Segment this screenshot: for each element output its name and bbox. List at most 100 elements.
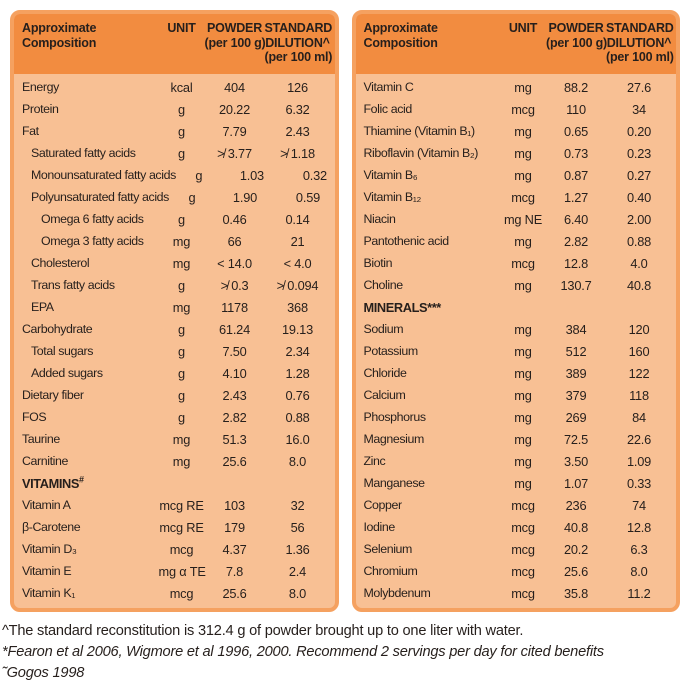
nutrient-unit: mg α TE	[158, 563, 206, 579]
footnote-reconstitution: ^The standard reconstitution is 312.4 g …	[2, 623, 524, 639]
nutrient-unit: mcg	[511, 101, 535, 117]
dilution-value: 0.88	[285, 409, 310, 425]
nutrient-row: Vitamin E mg α TE 7.8 2.4	[22, 560, 331, 582]
dilution-value: 8.0	[288, 453, 307, 469]
powder-value: 25.6	[563, 563, 589, 579]
nutrient-unit: g	[195, 167, 203, 183]
nutrient-name: Zinc	[363, 454, 386, 468]
nutrient-name: EPA	[31, 300, 54, 314]
powder-value: 0.65	[563, 123, 589, 139]
table-header-left: Approximate Composition UNIT POWDER (per…	[14, 14, 335, 74]
powder-value: 110	[566, 101, 586, 117]
powder-header-line1: POWDER	[548, 21, 604, 35]
powder-value: 269	[565, 409, 587, 425]
dilution-value: 84	[632, 409, 646, 425]
nutrient-row: Total sugars g 7.50 2.34	[22, 340, 331, 362]
dilution-value: 12.8	[626, 519, 652, 535]
nutrient-name: Taurine	[22, 432, 60, 446]
section-header-row: VITAMINS#	[22, 472, 331, 494]
nutrient-name: β-Carotene	[22, 520, 81, 534]
nutrient-row: Taurine mg 51.3 16.0	[22, 428, 331, 450]
nutrient-unit: mg NE	[503, 211, 543, 227]
standard-header-line1: STANDARD	[264, 21, 333, 35]
nutrient-unit: mg	[172, 255, 191, 271]
nutrient-name: Cholesterol	[31, 256, 90, 270]
nutrient-name: Dietary fiber	[22, 388, 84, 402]
nutrient-unit: mcg	[511, 519, 535, 535]
nutrient-row: Omega 3 fatty acids mg 66 21	[22, 230, 331, 252]
nutrient-unit: mcg	[511, 585, 535, 601]
powder-header-line1: POWDER	[206, 21, 263, 35]
nutrient-row: Zinc mg 3.50 1.09	[364, 450, 673, 472]
nutrient-unit: g	[178, 277, 185, 293]
powder-value: ≯ 3.77	[217, 145, 252, 161]
nutrient-row: Copper mcg 236 74	[364, 494, 673, 516]
dilution-value: 16.0	[285, 431, 310, 447]
nutrient-name: Biotin	[363, 256, 393, 270]
nutrient-row: Omega 6 fatty acids g 0.46 0.14	[22, 208, 331, 230]
nutrient-name: MINERALS***	[363, 299, 442, 315]
powder-header-line2: (per 100 g)	[546, 35, 608, 50]
column-header-standard-dilution: STANDARD DILUTION^ (per 100 ml)	[264, 21, 333, 65]
powder-value: 0.73	[563, 145, 589, 161]
dilution-value: < 4.0	[283, 255, 312, 271]
table-body-right: Vitamin C mg 88.2 27.6 Folic acid mcg 110 34 Thi…	[356, 74, 677, 608]
dilution-value: ≯ 0.094	[276, 277, 319, 293]
nutrient-name: Added sugars	[31, 366, 103, 380]
nutrient-unit: mcg	[511, 541, 535, 557]
dilution-value: 0.23	[626, 145, 652, 161]
nutrient-name: Monounsaturated fatty acids	[31, 168, 176, 182]
nutrient-unit: g	[178, 321, 185, 337]
footnote-marker: #	[79, 474, 84, 485]
powder-value: 20.22	[218, 101, 251, 117]
dilution-value: 2.34	[285, 343, 310, 359]
powder-value: 179	[224, 519, 245, 535]
dilution-value: 126	[287, 79, 308, 95]
nutrient-unit: mcg	[511, 255, 535, 271]
nutrient-row: Chromium mcg 25.6 8.0	[364, 560, 673, 582]
footnote-gogos: ˜Gogos 1998	[2, 665, 85, 681]
nutrient-unit: mg	[514, 277, 532, 293]
column-header-unit: UNIT	[508, 21, 538, 35]
nutrient-row: Vitamin B₁₂ mcg 1.27 0.40	[364, 186, 673, 208]
powder-value: 2.82	[563, 233, 589, 249]
powder-value: 389	[565, 365, 587, 381]
nutrient-name: Phosphorus	[363, 410, 427, 424]
powder-value: 2.43	[222, 387, 247, 403]
standard-header-line2: DILUTION^	[265, 35, 330, 50]
composition-table-left: Approximate Composition UNIT POWDER (per…	[10, 10, 339, 612]
dilution-value: 1.28	[285, 365, 310, 381]
nutrient-unit: g	[178, 365, 185, 381]
powder-header-line2: (per 100 g)	[204, 35, 266, 50]
dilution-value: 21	[290, 233, 305, 249]
nutrient-row: Cholesterol mg < 14.0 < 4.0	[22, 252, 331, 274]
nutrient-name: Pantothenic acid	[363, 234, 450, 248]
nutrient-row: Monounsaturated fatty acids g 1.03 0.32	[22, 164, 331, 186]
powder-value: 35.8	[563, 585, 589, 601]
powder-value: 6.40	[563, 211, 589, 227]
dilution-value: 0.32	[302, 167, 327, 183]
dilution-value: 11.2	[627, 585, 651, 601]
nutrient-row: Sodium mg 384 120	[364, 318, 673, 340]
nutrient-unit: g	[178, 409, 185, 425]
standard-header-line3: (per 100 ml)	[606, 50, 674, 64]
nutrient-unit: g	[178, 123, 185, 139]
nutrient-row: Biotin mcg 12.8 4.0	[364, 252, 673, 274]
powder-value: 7.50	[222, 343, 247, 359]
nutrient-row: Dietary fiber g 2.43 0.76	[22, 384, 331, 406]
standard-header-line3: (per 100 ml)	[264, 50, 333, 64]
nutrient-name: Riboflavin (Vitamin B₂)	[363, 146, 479, 160]
nutrient-unit: mg	[514, 453, 532, 469]
nutrient-row: Niacin mg NE 6.40 2.00	[364, 208, 673, 230]
nutrient-name: Niacin	[363, 212, 396, 226]
column-header-powder: POWDER (per 100 g)	[204, 21, 266, 50]
powder-value: 1178	[221, 299, 248, 315]
tables-container: Approximate Composition UNIT POWDER (per…	[10, 10, 680, 612]
nutrient-row: Vitamin A mcg RE 103 32	[22, 494, 331, 516]
dilution-value: 122	[628, 365, 650, 381]
nutrient-unit: mg	[172, 431, 191, 447]
column-header-powder: POWDER (per 100 g)	[546, 21, 608, 50]
nutrient-name: Saturated fatty acids	[31, 146, 136, 160]
powder-value: 40.8	[563, 519, 589, 535]
nutrient-name: Iodine	[363, 520, 396, 534]
